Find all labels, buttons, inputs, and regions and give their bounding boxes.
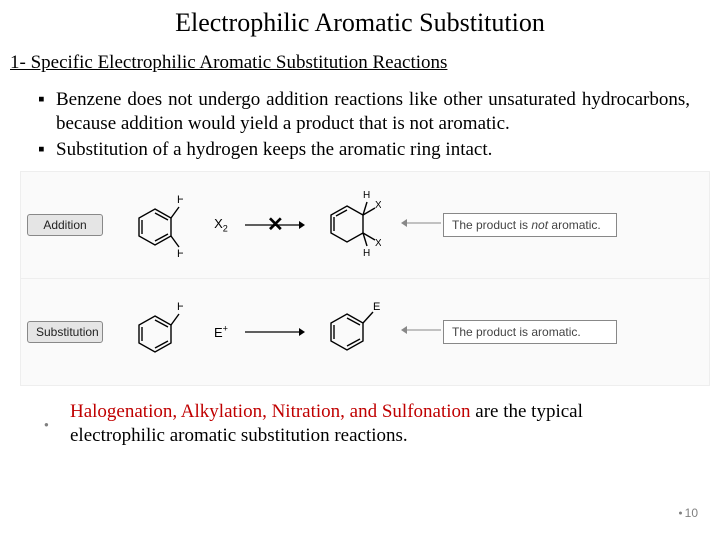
reaction-diagram: Addition H H X2 ✕ <box>20 171 710 386</box>
svg-text:H: H <box>363 190 370 201</box>
bullet-item: Benzene does not undergo addition reacti… <box>38 88 690 136</box>
svg-text:E: E <box>373 301 380 313</box>
substitution-reagent: E+ <box>201 324 241 340</box>
addition-row: Addition H H X2 ✕ <box>21 172 709 279</box>
addition-reagent: X2 <box>201 216 241 234</box>
svg-text:H: H <box>363 248 370 259</box>
result-arrow-icon <box>401 216 441 235</box>
reaction-arrow2-icon <box>245 325 305 339</box>
bullet-list: Benzene does not undergo addition reacti… <box>20 88 700 161</box>
reagent-label: X2 <box>214 216 228 231</box>
substitution-row: Substitution H E+ <box>21 279 709 386</box>
svg-text:H: H <box>177 248 183 260</box>
cross-icon: ✕ <box>267 212 284 237</box>
highlighted-terms: Halogenation, Alkylation, Nitration, and… <box>70 401 471 422</box>
svg-text:X: X <box>375 238 381 249</box>
section-subtitle: 1- Specific Electrophilic Aromatic Subst… <box>10 52 700 74</box>
bullet-item: Substitution of a hydrogen keeps the aro… <box>38 138 690 162</box>
addition-tag: Addition <box>27 214 103 236</box>
slide-title: Electrophilic Aromatic Substitution <box>20 8 700 38</box>
page-number: 10 <box>678 506 698 520</box>
addition-product-icon: H X H X <box>317 178 381 273</box>
svg-text:X: X <box>375 200 381 211</box>
svg-text:H: H <box>177 301 183 313</box>
addition-result-label: The product is not aromatic. <box>443 213 617 237</box>
footer-statement: Halogenation, Alkylation, Nitration, and… <box>70 400 620 448</box>
substitution-result-label: The product is aromatic. <box>443 320 617 344</box>
svg-text:H: H <box>177 194 183 206</box>
reaction-arrow-icon: ✕ <box>245 218 305 232</box>
result-arrow2-icon <box>401 323 441 342</box>
reagent-label: E+ <box>214 325 228 340</box>
substitution-tag: Substitution <box>27 321 103 343</box>
benzene-start-icon: H H <box>127 185 183 265</box>
substitution-product-icon: E <box>317 290 381 375</box>
benzene-start2-icon: H <box>127 292 183 372</box>
